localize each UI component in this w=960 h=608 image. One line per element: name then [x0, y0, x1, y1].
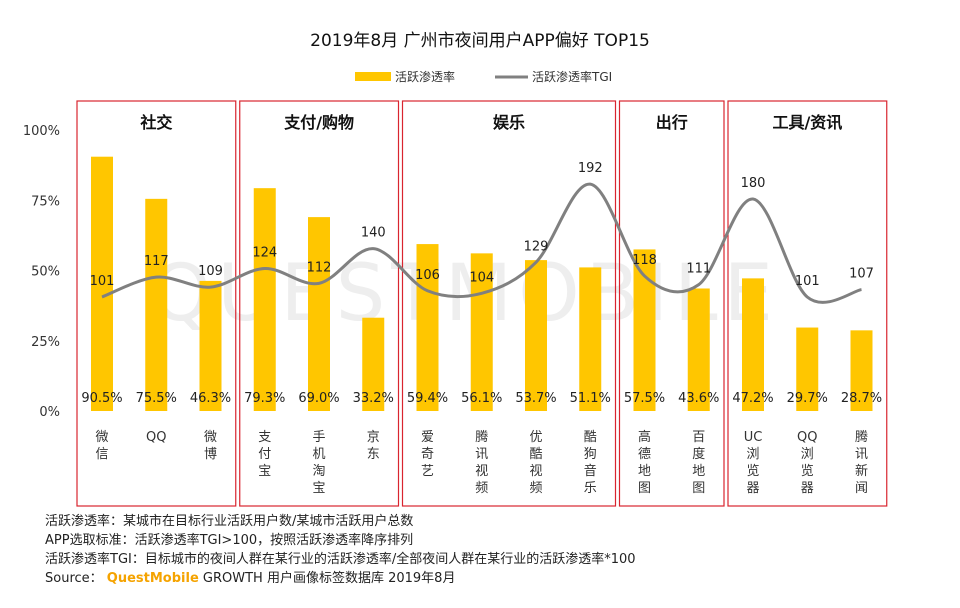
- x-category-label: 酷狗音乐: [584, 430, 597, 496]
- notes: 活跃渗透率：某城市在目标行业活跃用户数/某城市活跃用户总数 APP选取标准：活跃…: [45, 512, 636, 588]
- x-category-label: 高德地图: [638, 429, 651, 496]
- bar: [145, 198, 168, 411]
- bar: [742, 278, 764, 411]
- x-category-label: 微信: [95, 430, 108, 462]
- tgi-value-label: 106: [415, 268, 440, 283]
- group-box: [239, 100, 400, 507]
- group-box: [401, 100, 617, 507]
- x-category-label: 支付宝: [258, 430, 271, 479]
- x-category-label: 京东: [367, 430, 380, 462]
- group-label: 社交: [139, 113, 172, 132]
- legend-line-label: 活跃渗透率TGI: [532, 69, 612, 84]
- bar-value-label: 69.0%: [298, 391, 339, 406]
- bar-value-label: 43.6%: [678, 391, 719, 406]
- source-prefix: Source：: [45, 571, 103, 586]
- data-labels: 101 117 109 124 112 140 106 104 129 192 118 111 180 1…: [81, 161, 882, 406]
- group-label: 工具/资讯: [772, 113, 842, 132]
- legend: 活跃渗透率 活跃渗透率TGI: [355, 69, 612, 84]
- tgi-value-label: 101: [795, 274, 820, 289]
- bar: [687, 288, 710, 411]
- bar: [796, 327, 819, 411]
- tgi-line-series: [101, 182, 862, 304]
- bar: [91, 156, 113, 411]
- watermark-text: QUESTMOBILE: [150, 249, 779, 339]
- bar: [579, 267, 602, 411]
- bar-series: [91, 156, 873, 411]
- tgi-value-label: 129: [524, 239, 549, 254]
- bar: [633, 249, 656, 411]
- tgi-value-label: 101: [90, 274, 115, 289]
- tgi-value-label: 124: [252, 245, 277, 260]
- chart-title: 2019年8月 广州市夜间用户APP偏好 TOP15: [310, 31, 650, 51]
- x-category-label: 微博: [204, 430, 217, 462]
- y-tick-label: 100%: [23, 124, 60, 139]
- x-category-label: QQ: [146, 430, 166, 445]
- note-tgi-definition: 活跃渗透率TGI：目标城市的夜间人群在某行业的活跃渗透率/全部夜间人群在某行业的…: [45, 552, 636, 567]
- tgi-value-label: 140: [361, 226, 386, 241]
- bar-value-label: 29.7%: [787, 391, 828, 406]
- x-category-label: 腾讯视频: [475, 429, 488, 496]
- bar-value-label: 59.4%: [407, 391, 448, 406]
- y-tick-label: 50%: [31, 265, 60, 280]
- bar-value-label: 53.7%: [515, 391, 556, 406]
- group-label: 出行: [656, 113, 688, 132]
- bar: [308, 217, 330, 411]
- bar-value-label: 28.7%: [841, 391, 882, 406]
- x-category-label: 爱奇艺: [421, 430, 434, 479]
- tgi-value-label: 118: [632, 253, 657, 268]
- bar-value-label: 57.5%: [624, 391, 665, 406]
- group-box: [76, 100, 237, 507]
- group-label: 支付/购物: [283, 113, 354, 132]
- bar-value-label: 33.2%: [353, 391, 394, 406]
- tgi-value-label: 180: [741, 176, 766, 191]
- bar: [525, 260, 547, 411]
- tgi-line: [101, 182, 862, 304]
- source-brand: QuestMobile: [106, 571, 199, 586]
- bar-value-label: 90.5%: [81, 391, 122, 406]
- x-category-label: QQ 浏览器: [797, 430, 817, 496]
- y-tick-label: 25%: [31, 335, 60, 350]
- chart-svg: QUESTMOBILE 2019年8月 广州市夜间用户APP偏好 TOP15 活…: [23, 31, 888, 507]
- bar-value-label: 47.2%: [732, 391, 773, 406]
- bar-value-label: 75.5%: [136, 391, 177, 406]
- tgi-value-label: 104: [469, 270, 494, 285]
- bar: [253, 188, 276, 411]
- x-category-label: 百度地图: [692, 430, 705, 496]
- legend-bar-swatch: [355, 72, 391, 81]
- source-suffix: GROWTH 用户画像标签数据库 2019年8月: [198, 571, 456, 586]
- tgi-value-label: 107: [849, 267, 874, 282]
- source-line: Source： QuestMobile GROWTH 用户画像标签数据库 201…: [45, 569, 636, 588]
- tgi-value-label: 117: [144, 254, 169, 269]
- note-selection-criteria: APP选取标准：活跃渗透率TGI>100，按照活跃渗透率降序排列: [45, 533, 414, 548]
- tgi-value-label: 112: [307, 260, 332, 275]
- bar-value-label: 51.1%: [570, 391, 611, 406]
- y-tick-label: 75%: [31, 194, 60, 209]
- tgi-value-label: 192: [578, 161, 603, 176]
- x-category-label: UC 浏览器: [744, 430, 763, 496]
- legend-bar-label: 活跃渗透率: [395, 69, 455, 84]
- group-label: 娱乐: [493, 113, 525, 132]
- bar: [199, 280, 222, 411]
- x-axis-labels: 微信 QQ 微博 支付宝 手机淘宝 京东 爱奇艺 腾讯视频 优酷视频 酷狗音乐 高德地图 百度地图 UC…: [95, 429, 868, 496]
- bar: [362, 317, 385, 411]
- x-category-label: 腾讯新闻: [855, 429, 868, 496]
- bar-value-label: 79.3%: [244, 391, 285, 406]
- y-axis: 0% 25% 50% 75% 100%: [23, 124, 60, 420]
- x-category-label: 手机淘宝: [312, 430, 325, 496]
- tgi-value-label: 111: [686, 262, 711, 277]
- x-category-label: 优酷视频: [529, 430, 542, 496]
- bar-value-label: 56.1%: [461, 391, 502, 406]
- y-tick-label: 0%: [39, 405, 60, 420]
- bar: [850, 330, 873, 411]
- group-box: [727, 100, 888, 507]
- group-box: [618, 100, 725, 507]
- bar-value-label: 46.3%: [190, 391, 231, 406]
- note-definition: 活跃渗透率：某城市在目标行业活跃用户数/某城市活跃用户总数: [45, 514, 414, 529]
- group-boxes: 社交 支付/购物 娱乐 出行 工具/资讯: [76, 100, 888, 507]
- tgi-value-label: 109: [198, 264, 223, 279]
